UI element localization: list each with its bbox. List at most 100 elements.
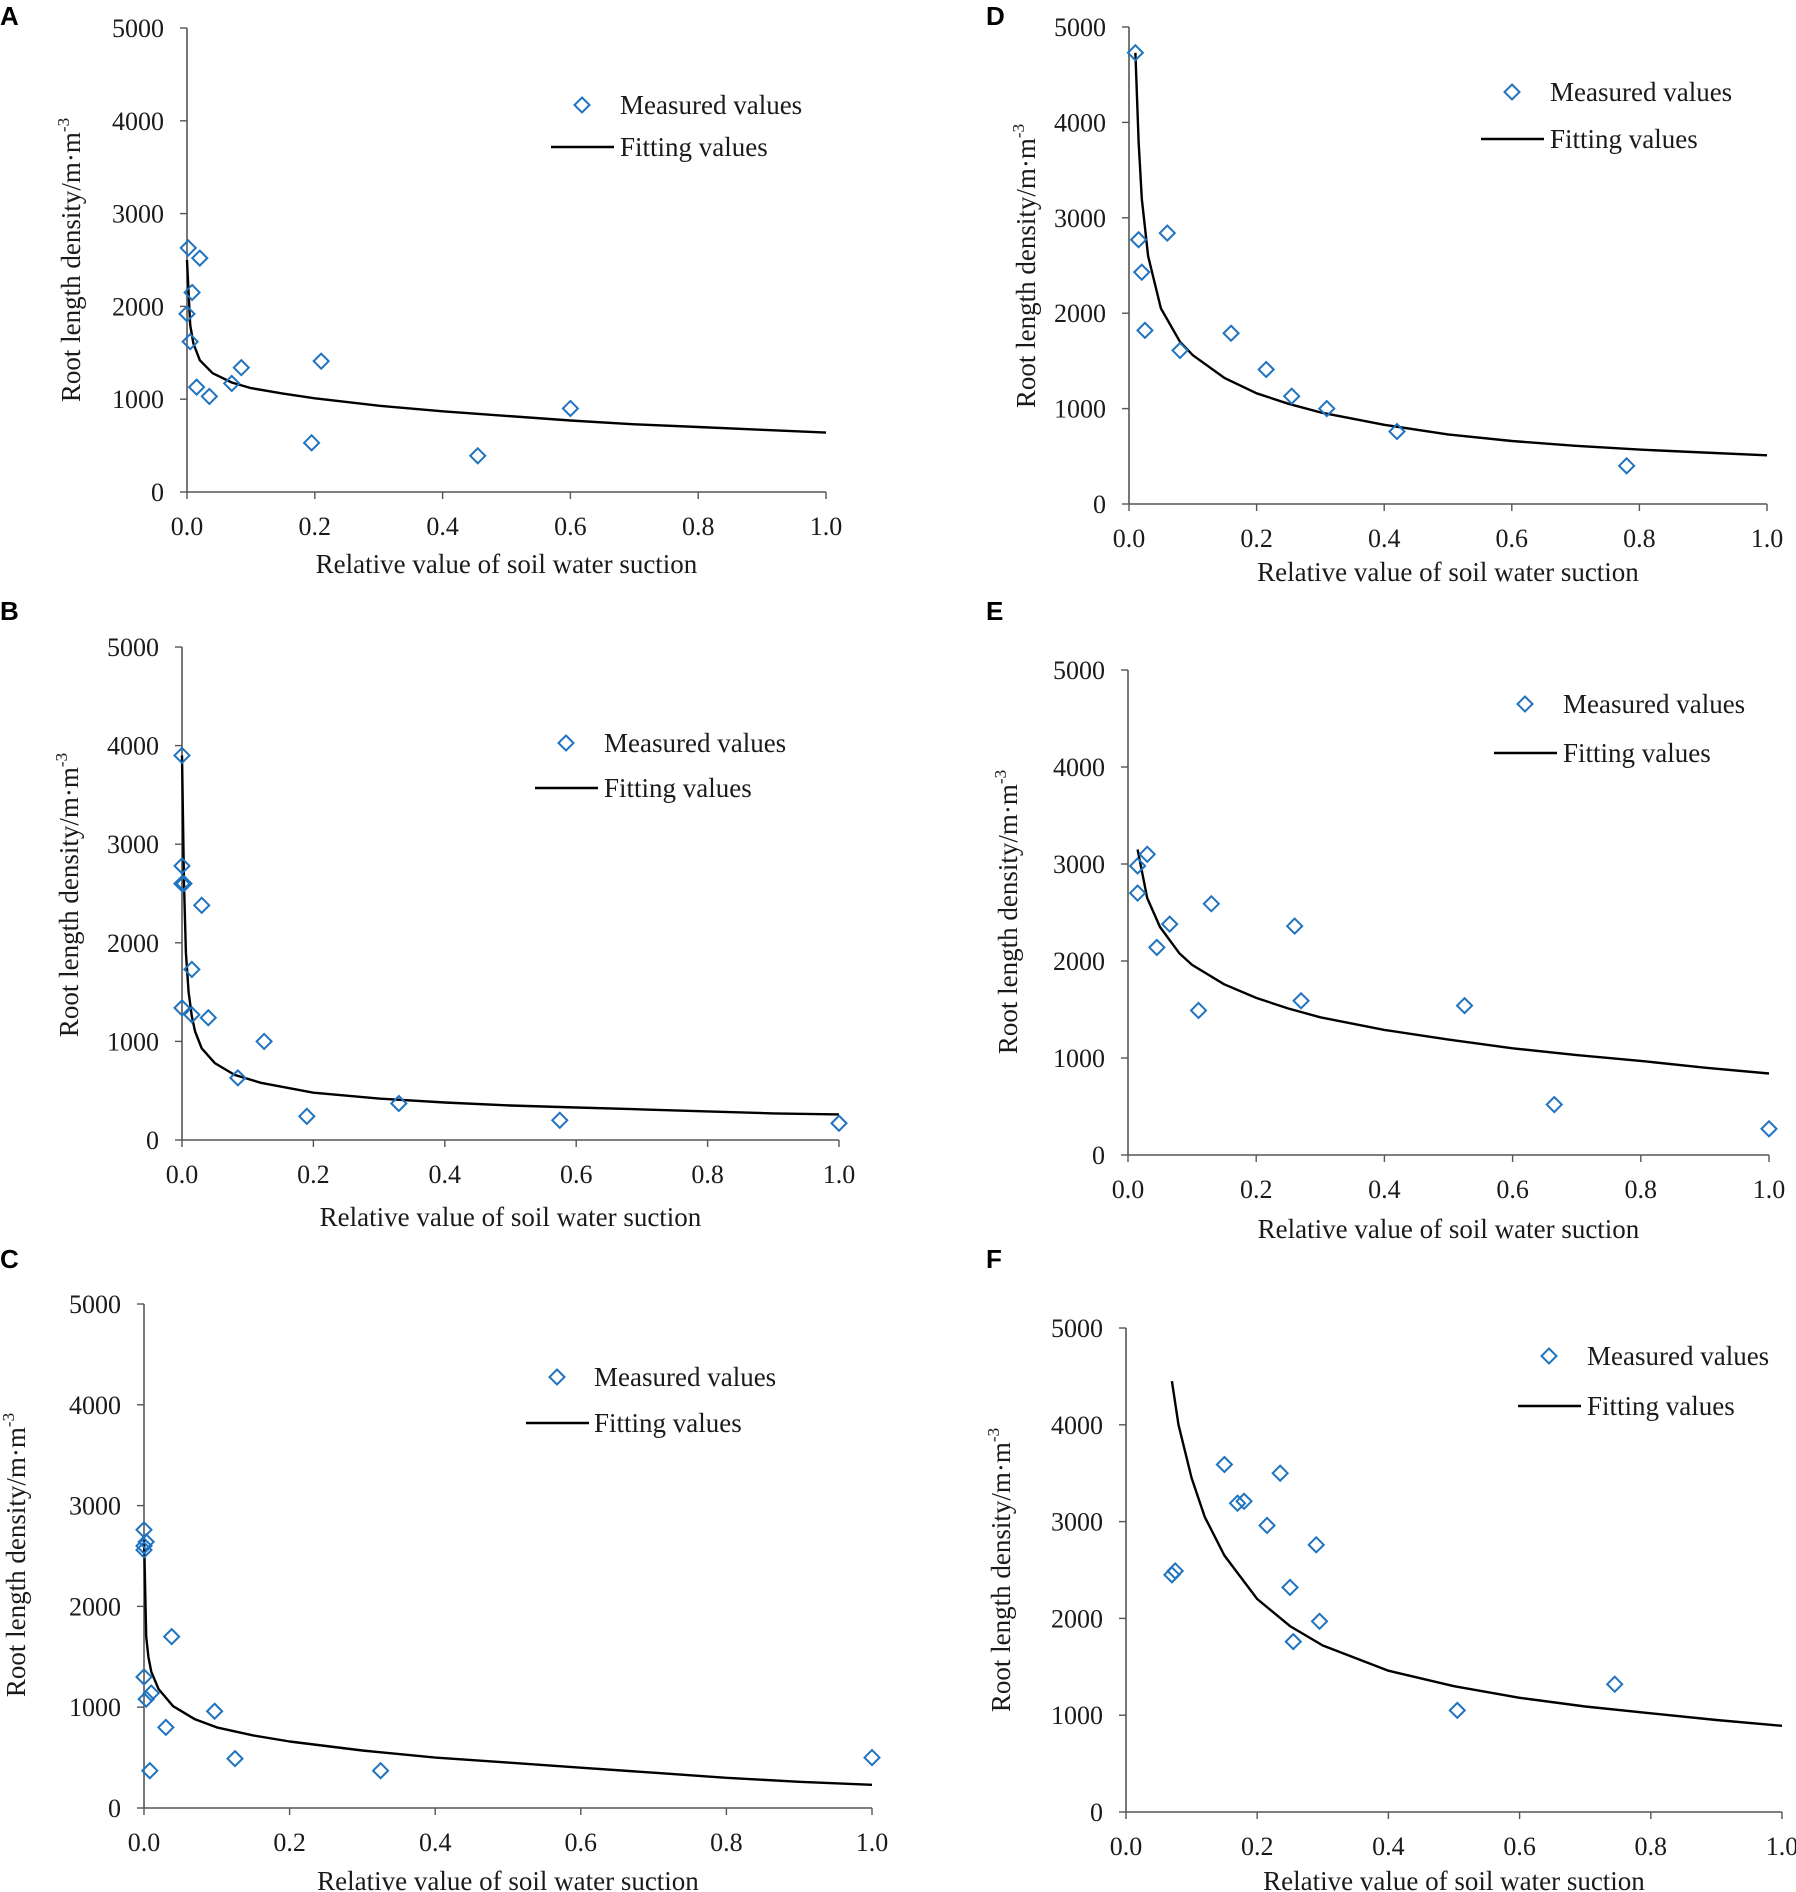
panel-d-letter: D — [986, 1, 1005, 31]
panel-b-fitting-line — [180, 755, 840, 1116]
panel-b-x-tick-label: 0.8 — [691, 1160, 724, 1189]
panel-b-measured-point — [192, 896, 211, 915]
panel-c-y-tick-label: 2000 — [69, 1592, 121, 1621]
panel-e-measured-point — [1147, 938, 1166, 957]
panel-d-y-axis-title: Root length density/m·m-3 — [1009, 124, 1041, 408]
panel-e: E 0.0 0.2 0.4 0.6 0.8 1.0 0 1000 2000 3000 4000 5000… — [986, 596, 1785, 1244]
panel-d-legend-fitting-label: Fitting values — [1550, 124, 1698, 154]
panel-d-x-axis-title: Relative value of soil water suction — [1257, 557, 1639, 587]
panel-b-y-tick-label: 0 — [146, 1126, 159, 1155]
panel-d-measured-point — [1282, 387, 1301, 406]
panel-a-fitting-line — [185, 259, 827, 434]
panel-d-measured-point — [1388, 422, 1406, 441]
panel-b-x-tick-label: 0.2 — [297, 1160, 330, 1189]
panel-f-x-tick-label: 0.0 — [1110, 1832, 1143, 1861]
panel-d-measured-point — [1129, 230, 1148, 249]
panel-d-measured-point — [1171, 341, 1189, 360]
panel-b-measured-point — [175, 874, 193, 893]
panel-b-measured-point — [182, 1005, 201, 1024]
panel-e-x-tick-label: 0.0 — [1112, 1175, 1145, 1204]
panel-f-measured-point — [1310, 1612, 1329, 1631]
panel-c-measured-point — [156, 1718, 175, 1737]
panel-d-y-tick-label: 2000 — [1054, 299, 1106, 328]
panel-d-measured-point — [1257, 360, 1276, 379]
panel-a-measured-point — [183, 283, 202, 302]
panel-a-y-tick-label: 2000 — [112, 292, 164, 321]
panel-c-y-axis-title: Root length density/m·m-3 — [0, 1413, 31, 1697]
panel-c-fitting-line — [142, 1535, 873, 1786]
panel-e-measured-point — [1292, 991, 1310, 1010]
panel-a-letter: A — [0, 1, 19, 31]
panel-d-measured-point — [1158, 224, 1177, 242]
panel-c-y-tick-label: 5000 — [69, 1290, 121, 1319]
panel-e-measured-point — [1128, 857, 1147, 875]
panel-d-y-tick-label: 1000 — [1054, 395, 1106, 424]
panel-e-x-axis-title: Relative value of soil water suction — [1258, 1214, 1640, 1244]
panel-c-y-tick-label: 1000 — [69, 1693, 121, 1722]
panel-d-x-tick-label: 0.8 — [1623, 524, 1656, 553]
panel-b-y-tick-label: 4000 — [107, 732, 159, 761]
panel-f-x-tick-label: 0.4 — [1372, 1832, 1405, 1861]
panel-f-x-tick-label: 0.8 — [1635, 1832, 1668, 1861]
panel-f-y-axis-title-main: Root length density/m·m — [986, 1442, 1016, 1712]
panel-d-x-tick-label: 0.2 — [1240, 524, 1273, 553]
panel-c-measured-point — [140, 1761, 159, 1780]
panel-b-x-tick-label: 1.0 — [823, 1160, 856, 1189]
panel-d-x-tick-label: 0.0 — [1113, 524, 1146, 553]
panel-e-x-tick-label: 1.0 — [1753, 1175, 1786, 1204]
panel-b-measured-point — [173, 874, 191, 893]
panel-f-y-axis-title: Root length density/m·m-3 — [984, 1428, 1016, 1712]
panel-f-legend-measured-marker — [1540, 1347, 1558, 1365]
panel-d-measured-point — [1222, 324, 1240, 343]
panel-b-measured-point — [389, 1094, 408, 1113]
panel-c-measured-point — [863, 1748, 881, 1767]
panel-c-legend-fitting-label: Fitting values — [594, 1408, 742, 1438]
panel-e-y-tick-label: 3000 — [1053, 850, 1105, 879]
panel-a-x-tick-label: 0.4 — [426, 512, 459, 541]
panel-a-x-tick-label: 0.6 — [554, 512, 587, 541]
panel-f-y-tick-label: 4000 — [1051, 1411, 1103, 1440]
panel-e-legend-measured-marker — [1516, 695, 1534, 713]
panel-a-x-tick-label: 0.2 — [299, 512, 332, 541]
panel-b-measured-point — [550, 1111, 569, 1130]
panel-a-y-tick-label: 4000 — [112, 107, 164, 136]
panel-d-measured-point — [1136, 321, 1154, 340]
panel-d-y-tick-label: 4000 — [1054, 108, 1106, 137]
panel-e-measured-point — [1202, 894, 1221, 913]
panel-a-x-tick-label: 0.0 — [171, 512, 204, 541]
panel-a-measured-point — [190, 249, 209, 268]
panel-f-legend-fitting-label: Fitting values — [1587, 1391, 1735, 1421]
panel-f: F 0.0 0.2 0.4 0.6 0.8 1.0 0 1000 2000 3000 4000 5000… — [984, 1244, 1796, 1892]
panel-a-y-tick-label: 3000 — [112, 200, 164, 229]
panel-f-legend-measured-label: Measured values — [1587, 1341, 1769, 1371]
panel-c-measured-point — [135, 1541, 153, 1559]
panel-f-y-tick-label: 0 — [1090, 1798, 1103, 1827]
panel-a: A 0.0 0.2 0.4 0.6 0.8 1.0 0 1000 2000 3000 4000 5000… — [0, 1, 842, 579]
panel-f-x-tick-label: 0.2 — [1241, 1832, 1274, 1861]
panel-d-y-tick-label: 5000 — [1054, 13, 1106, 42]
panel-c-y-axis-title-sup: -3 — [0, 1413, 18, 1427]
panel-a-legend-fitting-label: Fitting values — [620, 132, 768, 162]
panel-e-measured-point — [1189, 1001, 1208, 1020]
panel-a-measured-point — [179, 239, 198, 257]
panel-f-y-tick-label: 5000 — [1051, 1314, 1103, 1343]
panel-f-x-tick-label: 0.6 — [1503, 1832, 1536, 1861]
panel-e-measured-point — [1760, 1119, 1778, 1138]
panel-a-x-tick-label: 1.0 — [810, 512, 843, 541]
panel-d-measured-point — [1617, 456, 1636, 475]
panel-e-y-axis-title: Root length density/m·m-3 — [991, 770, 1023, 1054]
panel-f-measured-point — [1281, 1578, 1299, 1597]
panel-b-y-tick-label: 2000 — [107, 929, 159, 958]
panel-b-measured-point — [182, 960, 201, 979]
panel-b-measured-point — [297, 1107, 316, 1126]
panel-d-y-axis-title-main: Root length density/m·m — [1011, 138, 1041, 408]
panel-c-measured-point — [205, 1702, 224, 1721]
panel-c-y-tick-label: 4000 — [69, 1391, 121, 1420]
panel-c-legend-measured-label: Measured values — [594, 1362, 776, 1392]
panel-e-y-tick-label: 0 — [1092, 1141, 1105, 1170]
panel-c-x-tick-label: 0.8 — [710, 1828, 743, 1857]
panel-f-x-axis-title: Relative value of soil water suction — [1263, 1866, 1645, 1892]
panel-c-measured-point — [371, 1761, 390, 1780]
panel-b-legend-fitting-label: Fitting values — [604, 773, 752, 803]
panel-e-y-axis-title-sup: -3 — [991, 770, 1010, 784]
